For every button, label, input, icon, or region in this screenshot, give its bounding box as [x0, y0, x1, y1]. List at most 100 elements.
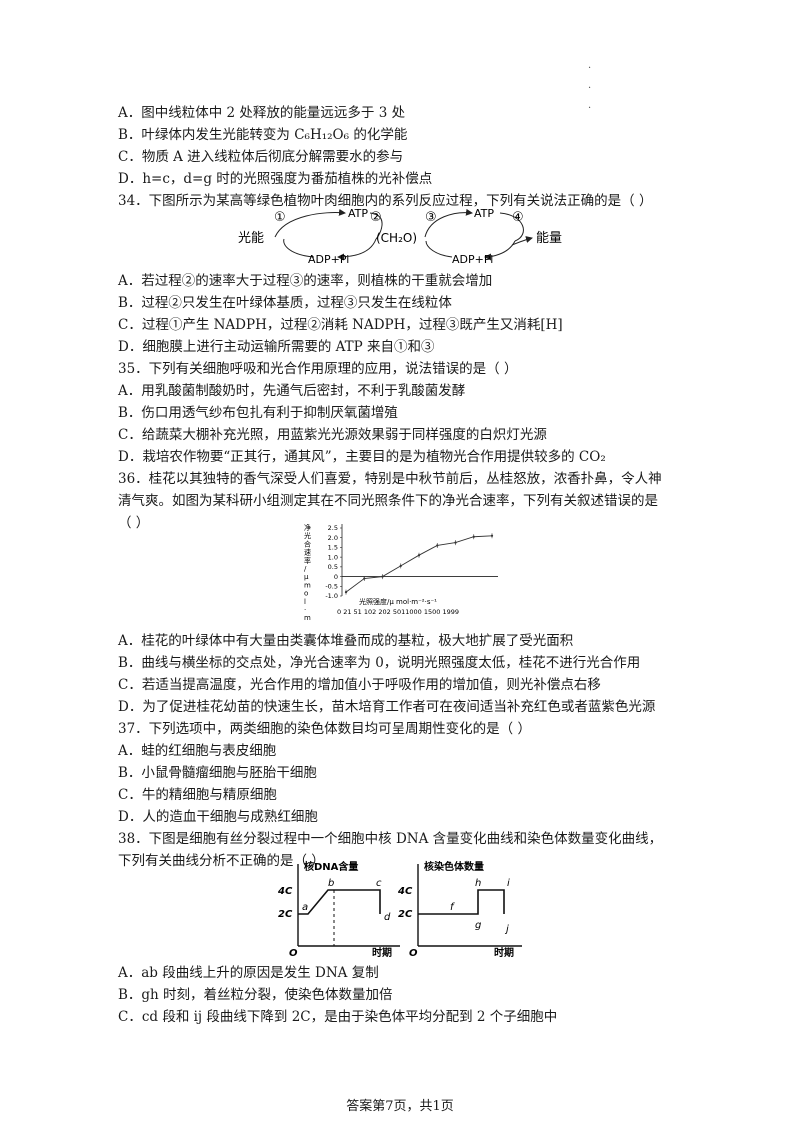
- ch2o-label: (CH₂O): [376, 231, 417, 245]
- dna-point-d: d: [384, 912, 391, 923]
- q38-option-c: C．cd 段和 ij 段曲线下降到 2C，是由于染色体平均分配到 2 个子细胞中: [118, 1009, 558, 1025]
- chart-point: [399, 564, 402, 567]
- q37-option-b: B．小鼠骨髓瘤细胞与胚胎干细胞: [118, 765, 317, 781]
- arrow-2b: [337, 238, 377, 261]
- chart-xlabel: 光照强度/μ mol·m⁻²·s⁻¹: [359, 597, 437, 606]
- q36-option-b: B．曲线与横坐标的交点处，净光合速率为 0，说明光照强度太低，桂花不进行光合作用: [118, 655, 641, 671]
- chart-xtick-labels: 0 21 51 102 202 5011000 1500 1999: [337, 608, 459, 616]
- chrom-curve: [418, 889, 505, 915]
- dna-content-chart: 核DNA含量 4C 2C O 时期 a b c d: [277, 860, 400, 958]
- chrom-chart-title: 核染色体数量: [424, 860, 484, 873]
- step-2-label: ②: [370, 210, 382, 225]
- chart-ytick-label: 2.0: [328, 534, 338, 542]
- step-3-label: ③: [425, 210, 437, 225]
- chrom-2c-label: 2C: [398, 909, 413, 920]
- chart-point: [417, 554, 421, 557]
- chromosome-count-chart: 核染色体数量 4C 2C O 时期 f g h i j: [397, 860, 522, 958]
- light-energy-label: 光能: [238, 231, 264, 246]
- dna-curve: [298, 889, 381, 915]
- q34-option-b: B．过程②只发生在叶绿体基质，过程③只发生在线粒体: [118, 295, 452, 311]
- dna-2c-label: 2C: [278, 909, 293, 920]
- q36-stem-line3: （ ）: [118, 515, 150, 531]
- q37-stem: 37．下列选项中，两类细胞的染色体数目均可呈周期性变化的是（ ）: [118, 721, 531, 737]
- chrom-point-f: f: [450, 902, 455, 913]
- atp-label-left: ATP: [348, 207, 368, 220]
- chart-series-line: [345, 535, 493, 593]
- q38-option-a: A．ab 段曲线上升的原因是发生 DNA 复制: [118, 965, 379, 981]
- q34-option-d: D．细胞膜上进行主动运输所需要的 ATP 来自①和③: [118, 339, 435, 355]
- chart-ytick-label: 2.5: [328, 524, 338, 532]
- adp-label-right: ADP+Pi: [452, 253, 493, 266]
- chrom-point-h: h: [475, 878, 481, 889]
- dna-point-a: a: [302, 902, 308, 913]
- adp-label-left: ADP+Pi: [308, 253, 349, 266]
- chart-point: [381, 575, 384, 578]
- q37-option-a: A．蛙的红细胞与表皮细胞: [118, 743, 277, 759]
- chart-point: [436, 544, 439, 547]
- dna-xlabel: 时期: [372, 946, 392, 958]
- chart-ytick-label: 0: [334, 573, 338, 581]
- arrow-3: [424, 208, 473, 238]
- chart-ytick-label: -0.5: [325, 582, 338, 590]
- q38-stem-line2: 下列有关曲线分析不正确的是（ ）: [118, 853, 325, 869]
- chrom-point-g: g: [475, 920, 481, 931]
- chart-ytick-label: 1.0: [328, 553, 338, 561]
- q35-option-c: C．给蔬菜大棚补充光照，用蓝紫光光源效果弱于同样强度的白炽灯光源: [118, 427, 547, 443]
- q33-option-a: A．图中线粒体中 2 处释放的能量远远多于 3 处: [118, 105, 406, 121]
- q35-option-d: D．栽培农作物要“正其行，通其风”，主要目的是为植物光合作用提供较多的 CO₂: [118, 449, 606, 465]
- corner-dots: · · ·: [588, 63, 592, 114]
- chrom-origin: O: [409, 948, 418, 958]
- q37-option-d: D．人的造血干细胞与成熟红细胞: [118, 809, 318, 825]
- chart-point: [363, 577, 366, 580]
- q36-stem-line2: 清气爽。如图为某科研小组测定其在不同光照条件下的净光合速率，下列有关叙述错误的是: [118, 493, 658, 509]
- q35-option-b: B．伤口用透气纱布包扎有利于抑制厌氧菌增殖: [118, 405, 398, 421]
- chart-ytick-label: -1.0: [325, 592, 338, 600]
- dna-point-b: b: [328, 878, 334, 889]
- q37-option-c: C．牛的精细胞与精原细胞: [118, 787, 277, 803]
- chrom-xlabel: 时期: [494, 946, 514, 958]
- chart-point: [472, 535, 475, 538]
- q36-option-c: C．若适当提高温度，光合作用的增加值小于呼吸作用的增加值，则光补偿点右移: [118, 677, 601, 693]
- q36-option-a: A．桂花的叶绿体中有大量由类囊体堆叠而成的基粒，极大地扩展了受光面积: [118, 633, 574, 649]
- page-footer: 答案第7页，共1页: [346, 1099, 454, 1114]
- dna-4c-label: 4C: [277, 886, 293, 897]
- chrom-point-j: j: [504, 924, 509, 935]
- arrow-4b: [484, 240, 516, 261]
- q34-option-a: A．若过程②的速率大于过程③的速率，则植株的干重就会增加: [118, 273, 493, 289]
- arrow-return-left: [283, 238, 315, 258]
- chart-ytick-label: 0.5: [328, 563, 338, 571]
- dna-chart-title: 核DNA含量: [304, 860, 358, 873]
- chrom-4c-label: 4C: [397, 886, 413, 897]
- arrow-1: [274, 208, 346, 238]
- q34-reaction-diagram: 光能 ATP ADP+Pi ① ② (CH₂O) ATP ADP+Pi ③ ④ …: [238, 207, 562, 266]
- q38-option-b: B．gh 时刻，着丝粒分裂，使染色体数量加倍: [118, 987, 393, 1003]
- arrow-4-energy: [511, 236, 533, 246]
- chart-point: [454, 541, 457, 544]
- q35-option-a: A．用乳酸菌制酸奶时，先通气后密封，不利于乳酸菌发酵: [118, 383, 466, 399]
- q33-option-d: D．h=c，d=g 时的光照强度为番茄植株的光补偿点: [118, 171, 433, 187]
- q36-stem-line1: 36．桂花以其独特的香气深受人们喜爱，特别是中秋节前后，丛桂怒放，浓香扑鼻，令人…: [118, 471, 662, 487]
- q36-option-d: D．为了促进桂花幼苗的快速生长，苗木培育工作者可在夜间适当补充红色或者蓝紫色光源: [118, 699, 656, 715]
- arrow-return-right: [425, 240, 453, 258]
- chrom-point-i: i: [507, 878, 510, 889]
- q38-stem-line1: 38．下图是细胞有丝分裂过程中一个细胞中核 DNA 含量变化曲线和染色体数量变化…: [118, 831, 663, 847]
- dna-point-c: c: [376, 878, 382, 889]
- step-4-label: ④: [512, 210, 524, 225]
- dna-chromosome-charts: 核DNA含量 4C 2C O 时期 a b c d 核染色体数量 4C 2C O…: [277, 860, 522, 958]
- chart-ytick-label: 1.5: [328, 544, 338, 552]
- q34-stem: 34．下图所示为某高等绿色植物叶肉细胞内的系列反应过程，下列有关说法正确的是（ …: [118, 193, 653, 209]
- dna-origin: O: [289, 948, 298, 958]
- chart-point: [344, 591, 348, 594]
- step-1-label: ①: [274, 210, 286, 225]
- energy-label: 能量: [536, 231, 562, 246]
- atp-label-right: ATP: [474, 207, 494, 220]
- arrow-2a: [369, 212, 383, 240]
- q35-stem: 35．下列有关细胞呼吸和光合作用原理的应用，说法错误的是（ ）: [118, 361, 518, 377]
- q33-option-c: C．物质 A 进入线粒体后彻底分解需要水的参与: [118, 149, 404, 165]
- arrow-4a: [499, 212, 524, 242]
- q33-option-b: B．叶绿体内发生光能转变为 C₆H₁₂O₆ 的化学能: [118, 127, 408, 143]
